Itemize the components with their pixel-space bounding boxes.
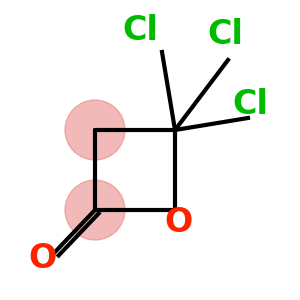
- Circle shape: [65, 100, 125, 160]
- Text: Cl: Cl: [122, 14, 158, 46]
- Text: Cl: Cl: [207, 19, 243, 52]
- Text: O: O: [164, 206, 192, 239]
- Text: O: O: [28, 242, 56, 274]
- Circle shape: [65, 180, 125, 240]
- Text: Cl: Cl: [232, 88, 268, 122]
